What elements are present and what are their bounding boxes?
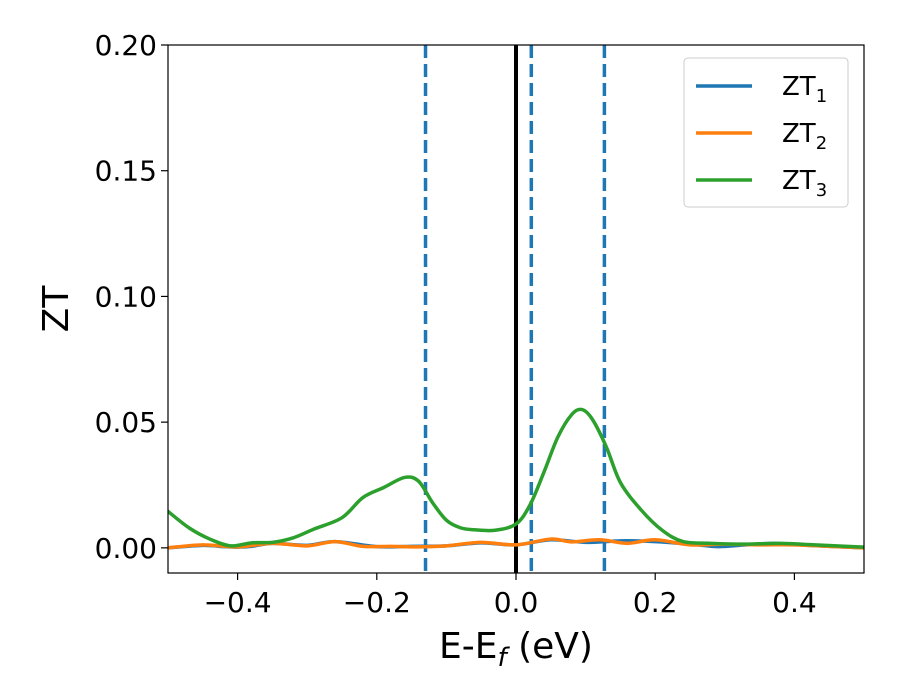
legend-label-zt3: ZT3 xyxy=(782,166,827,201)
y-tick-label: 0.10 xyxy=(95,280,157,313)
x-axis-label-unit: (eV) xyxy=(507,626,593,667)
y-tick-label: 0.20 xyxy=(95,29,157,62)
series-lines xyxy=(168,407,864,550)
x-tick-label: −0.2 xyxy=(343,586,411,619)
series-line-zt3 xyxy=(168,407,864,549)
x-tick-label: −0.4 xyxy=(204,586,272,619)
x-axis-label-main: E-E xyxy=(439,626,497,667)
x-tick-label: 0.4 xyxy=(772,586,817,619)
x-axis-label: E-Ef (eV) xyxy=(439,626,593,673)
y-tick-label: 0.15 xyxy=(95,155,157,188)
legend-label-zt1: ZT1 xyxy=(782,72,827,107)
y-tick-label: 0.05 xyxy=(95,406,157,439)
x-tick-label: 0.0 xyxy=(494,586,539,619)
x-tick-label: 0.2 xyxy=(633,586,678,619)
y-tick-label: 0.00 xyxy=(95,532,157,565)
x-axis-ticks: −0.4 −0.2 0.0 0.2 0.4 xyxy=(204,573,817,619)
legend-entries: ZT1 ZT2 ZT3 xyxy=(696,72,827,201)
y-axis-ticks: 0.00 0.05 0.10 0.15 0.20 xyxy=(95,29,168,565)
vertical-lines xyxy=(423,45,607,573)
legend-box xyxy=(683,57,849,208)
y-axis-label: ZT xyxy=(36,285,77,333)
legend: ZT1 ZT2 ZT3 xyxy=(683,57,849,208)
legend-label-zt2: ZT2 xyxy=(782,119,827,154)
